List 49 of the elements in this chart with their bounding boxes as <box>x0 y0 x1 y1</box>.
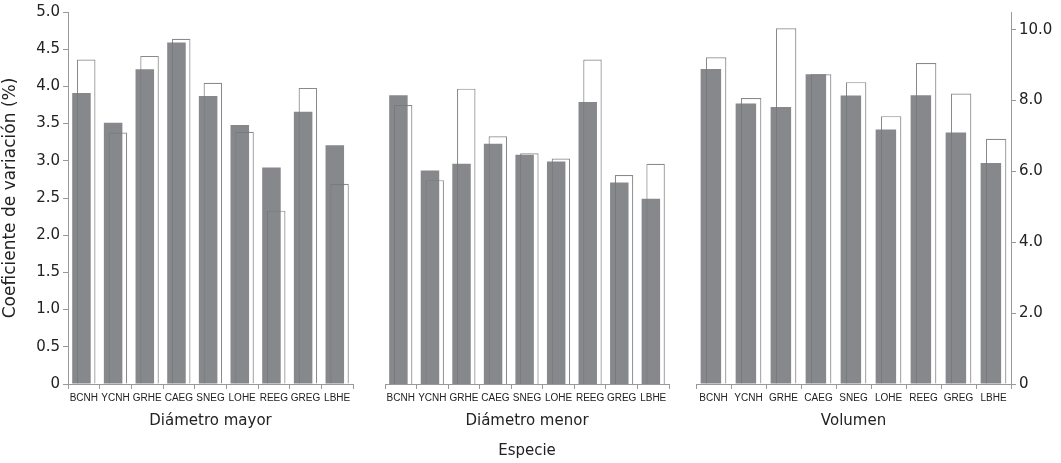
y-axis-title: Coeficiente de variación (%) <box>0 77 19 319</box>
x-tick-label: CAEG <box>164 391 194 403</box>
y-tick-label: 5.0 <box>36 1 60 20</box>
x-tick-label: REEG <box>259 391 289 403</box>
x-tick-label: YCNH <box>734 391 763 403</box>
x-tick-label: BCNH <box>386 391 415 403</box>
x-axis-title: Volumen <box>820 410 887 429</box>
y2-tick-label: 0 <box>1019 373 1029 392</box>
x-tick-label: GRHE <box>132 391 162 403</box>
x-tick-label: LOHE <box>228 391 257 403</box>
x-tick-label: LBHE <box>324 391 351 403</box>
x-tick-label: LBHE <box>640 391 667 403</box>
x-tick-label: LOHE <box>874 391 903 403</box>
y-tick-label: 0.5 <box>36 336 60 355</box>
x-tick-label: BCNH <box>699 391 728 403</box>
x-tick-label: YCNH <box>101 391 130 403</box>
x-axis-title: Diámetro menor <box>465 410 590 429</box>
y-tick-label: 1.5 <box>36 262 60 281</box>
x-tick-label: SNEG <box>839 391 868 403</box>
y-tick-label: 3.5 <box>36 113 60 132</box>
x-axis-title: Diámetro mayor <box>149 410 273 429</box>
y-tick-label: 4.0 <box>36 76 60 95</box>
x-tick-label: GRHE <box>769 391 799 403</box>
y-tick-label: 3.0 <box>36 150 60 169</box>
x-tick-label: GREG <box>606 391 637 403</box>
x-tick-label: YCNH <box>418 391 447 403</box>
x-tick-label: CAEG <box>804 391 833 403</box>
x-tick-label: LOHE <box>544 391 573 403</box>
x-tick-label: BCNH <box>69 391 99 403</box>
x-tick-label: REEG <box>909 391 938 403</box>
x-tick-label: REEG <box>575 391 605 403</box>
y2-tick-label: 6.0 <box>1019 161 1043 180</box>
y-tick-label: 0 <box>50 373 60 392</box>
x-tick-label: GREG <box>943 391 974 403</box>
x-tick-label: CAEG <box>481 391 510 403</box>
x-tick-label: GRHE <box>449 391 479 403</box>
y2-tick-label: 10.0 <box>1019 19 1053 38</box>
y2-tick-label: 8.0 <box>1019 90 1043 109</box>
x-tick-label: SNEG <box>512 391 542 403</box>
y-tick-label: 2.0 <box>36 225 60 244</box>
y2-tick-label: 4.0 <box>1019 232 1043 251</box>
x-tick-label: LBHE <box>980 391 1007 403</box>
y-tick-label: 2.5 <box>36 187 60 206</box>
text: Especie <box>498 441 556 459</box>
y-tick-label: 4.5 <box>36 39 60 58</box>
y2-tick-label: 2.0 <box>1019 303 1043 322</box>
y-tick-label: 1.0 <box>36 299 60 318</box>
x-tick-label: GREG <box>290 391 321 403</box>
x-tick-label: SNEG <box>196 391 225 403</box>
